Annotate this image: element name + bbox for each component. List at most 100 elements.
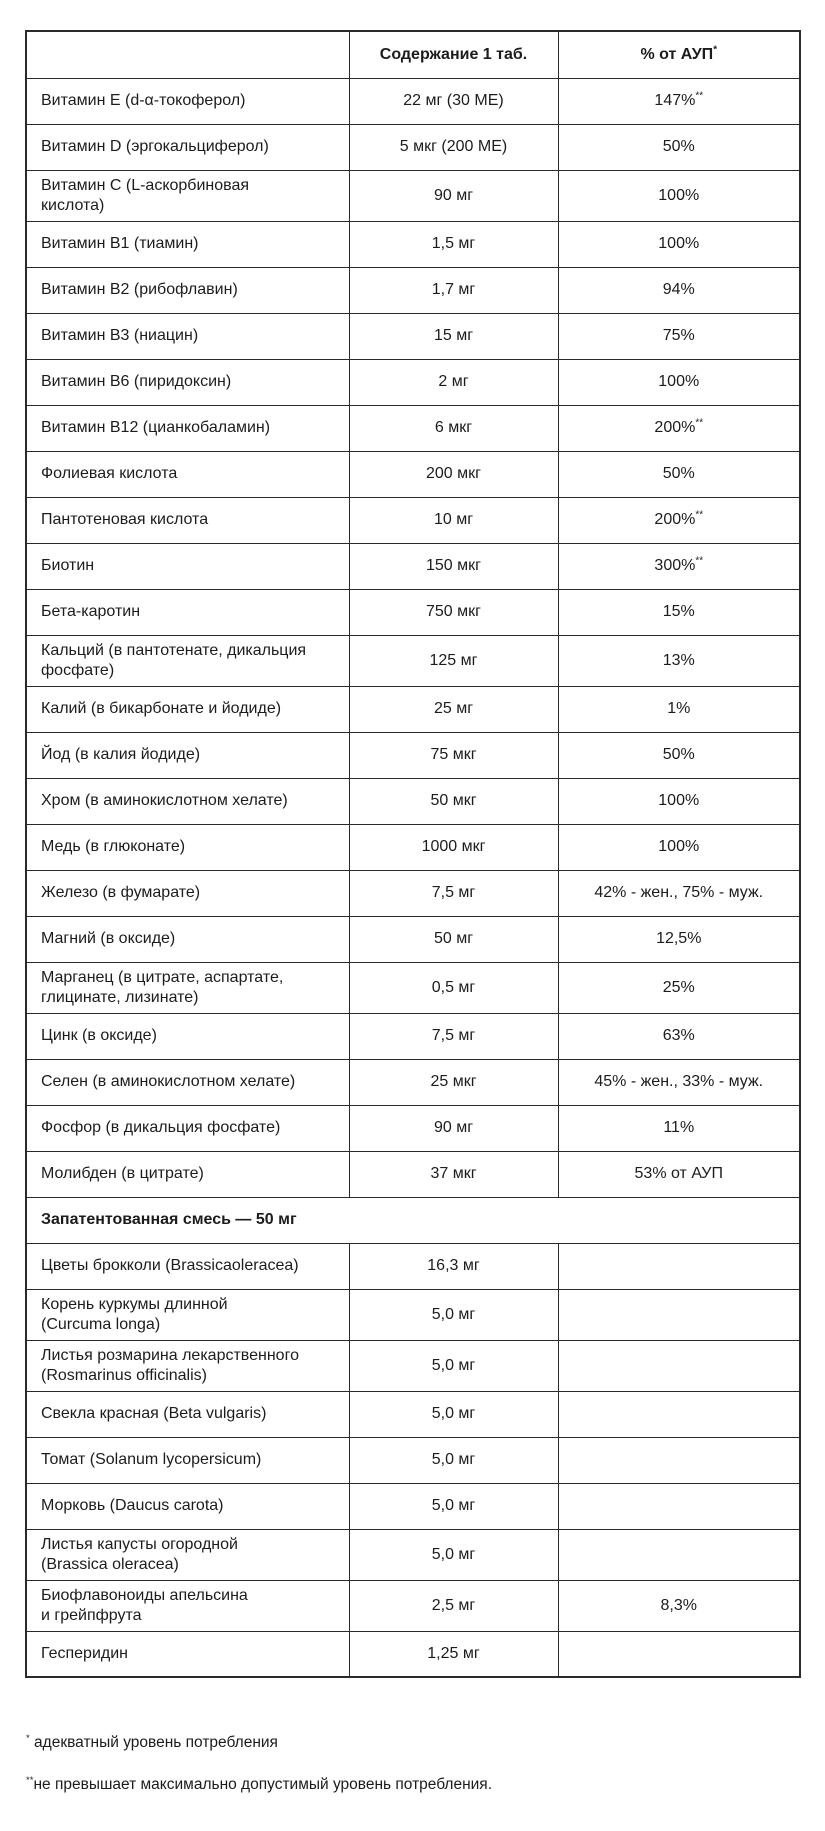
table-row: Бета-каротин 750 мкг 15% [25, 588, 801, 636]
nutrient-name-cell: Витамин E (d-α-токоферол) [25, 77, 350, 125]
percent-cell: 45% - жен., 33% - муж. [557, 1058, 801, 1106]
percent-cell: 11% [557, 1104, 801, 1152]
table-row: Биофлавоноиды апельсина и грейпфрута 2,5 … [25, 1579, 801, 1632]
footnote-text: не превышает максимально допустимый уров… [33, 1776, 492, 1794]
table-header-row: Содержание 1 таб. % от АУП* [25, 30, 801, 79]
percent-value: 8,3% [660, 1596, 697, 1614]
section-header-row: Запатентованная смесь — 50 мг [25, 1196, 801, 1244]
percent-cell: 50% [557, 450, 801, 498]
table-row: Йод (в калия йодиде) 75 мкг 50% [25, 731, 801, 779]
nutrient-name-cell: Витамин D (эргокальциферол) [25, 123, 350, 171]
nutrient-name-cell: Морковь (Daucus carota) [25, 1482, 350, 1530]
footnote-mark: * [713, 44, 718, 56]
percent-value: 100% [658, 373, 700, 390]
percent-cell: 1% [557, 685, 801, 733]
percent-value: 200% [654, 419, 696, 436]
nutrient-name-cell: Витамин C (L-аскорбиновая кислота) [25, 169, 350, 222]
supplement-facts-table: Содержание 1 таб. % от АУП* Витамин E (d… [25, 30, 801, 1678]
amount-cell: 2,5 мг [348, 1579, 559, 1632]
amount-cell: 125 мг [348, 634, 559, 687]
table-row: Витамин E (d-α-токоферол) 22 мг (30 МЕ) 14… [25, 77, 801, 125]
amount-cell: 1000 мкг [348, 823, 559, 871]
table-row: Марганец (в цитрате, аспартате, глицинат… [25, 961, 801, 1014]
table-row: Витамин D (эргокальциферол) 5 мкг (200 МЕ… [25, 123, 801, 171]
percent-value: 50% [662, 138, 695, 155]
percent-cell: 42% - жен., 75% - муж. [557, 869, 801, 917]
percent-cell: 94% [557, 266, 801, 314]
footnote-mark: ** [695, 555, 704, 567]
amount-cell: 150 мкг [348, 542, 559, 590]
amount-cell: 75 мкг [348, 731, 559, 779]
table-row: Корень куркумы длинной (Curcuma longa) 5,… [25, 1288, 801, 1341]
percent-value: 15% [662, 603, 695, 620]
percent-value: 200% [654, 511, 696, 528]
table-row: Хром (в аминокислотном хелате) 50 мкг 100% [25, 777, 801, 825]
percent-value: 11% [663, 1119, 695, 1136]
percent-value: 100% [658, 792, 700, 809]
table-row: Калий (в бикарбонате и йодиде) 25 мг 1% [25, 685, 801, 733]
table-row: Биотин 150 мкг 300%** [25, 542, 801, 590]
nutrient-name-cell: Витамин B3 (ниацин) [25, 312, 350, 360]
amount-cell: 90 мг [348, 1104, 559, 1152]
amount-cell: 200 мкг [348, 450, 559, 498]
amount-cell: 5,0 мг [348, 1339, 559, 1392]
amount-cell: 16,3 мг [348, 1242, 559, 1290]
nutrient-name-cell: Бета-каротин [25, 588, 350, 636]
percent-cell: 100% [557, 169, 801, 222]
amount-cell: 50 мкг [348, 777, 559, 825]
nutrient-name-cell: Гесперидин [25, 1630, 350, 1678]
table-row: Медь (в глюконате) 1000 мкг 100% [25, 823, 801, 871]
percent-cell: 300%** [557, 542, 801, 590]
percent-cell [557, 1528, 801, 1581]
header-content-label: Содержание 1 таб. [379, 45, 528, 63]
percent-value: 94% [662, 281, 695, 298]
percent-value: 25% [662, 978, 695, 996]
nutrient-name-cell: Хром (в аминокислотном хелате) [25, 777, 350, 825]
amount-cell: 5,0 мг [348, 1390, 559, 1438]
amount-cell: 22 мг (30 МЕ) [348, 77, 559, 125]
table-row: Фосфор (в дикальция фосфате) 90 мг 11% [25, 1104, 801, 1152]
percent-value: 100% [658, 235, 700, 252]
table-row: Цинк (в оксиде) 7,5 мг 63% [25, 1012, 801, 1060]
percent-cell: 50% [557, 731, 801, 779]
header-percent-aup: % от АУП* [557, 30, 801, 79]
footnote-mark: ** [695, 90, 704, 102]
amount-cell: 10 мг [348, 496, 559, 544]
percent-cell [557, 1482, 801, 1530]
nutrient-name-cell: Витамин B2 (рибофлавин) [25, 266, 350, 314]
percent-value: 50% [662, 465, 695, 482]
amount-cell: 5,0 мг [348, 1528, 559, 1581]
footnote-mark: ** [26, 1774, 34, 1786]
percent-cell: 147%** [557, 77, 801, 125]
nutrient-name-cell: Корень куркумы длинной (Curcuma longa) [25, 1288, 350, 1341]
nutrient-name-cell: Марганец (в цитрате, аспартате, глицинат… [25, 961, 350, 1014]
amount-cell: 1,5 мг [348, 220, 559, 268]
table-row: Витамин B1 (тиамин) 1,5 мг 100% [25, 220, 801, 268]
percent-value: 147% [654, 92, 696, 109]
amount-cell: 25 мкг [348, 1058, 559, 1106]
nutrient-name-cell: Железо (в фумарате) [25, 869, 350, 917]
table-row: Гесперидин 1,25 мг [25, 1630, 801, 1678]
nutrient-name-cell: Магний (в оксиде) [25, 915, 350, 963]
percent-value: 1% [667, 700, 691, 717]
percent-value: 53% от АУП [634, 1165, 723, 1182]
percent-cell [557, 1630, 801, 1678]
table-row: Пантотеновая кислота 10 мг 200%** [25, 496, 801, 544]
percent-value: 13% [662, 651, 695, 669]
percent-cell: 75% [557, 312, 801, 360]
table-row: Листья капусты огородной (Brassica olera… [25, 1528, 801, 1581]
percent-value: 50% [662, 746, 695, 763]
amount-cell: 90 мг [348, 169, 559, 222]
nutrient-name-cell: Витамин B6 (пиридоксин) [25, 358, 350, 406]
footnote-mark: ** [695, 417, 704, 429]
percent-cell [557, 1436, 801, 1484]
percent-cell: 100% [557, 220, 801, 268]
nutrient-name-cell: Витамин B1 (тиамин) [25, 220, 350, 268]
amount-cell: 15 мг [348, 312, 559, 360]
nutrient-name-cell: Биофлавоноиды апельсина и грейпфрута [25, 1579, 350, 1632]
amount-cell: 7,5 мг [348, 1012, 559, 1060]
percent-cell: 100% [557, 777, 801, 825]
nutrient-name-cell: Листья розмарина лекарственного (Rosmari… [25, 1339, 350, 1392]
percent-cell: 200%** [557, 404, 801, 452]
nutrient-name-cell: Пантотеновая кислота [25, 496, 350, 544]
